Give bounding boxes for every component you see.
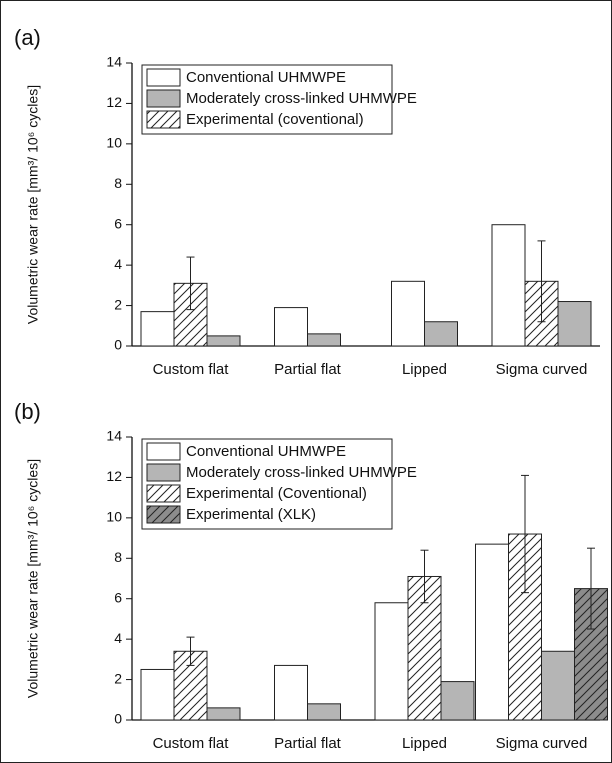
bar xyxy=(557,301,592,347)
legend-box xyxy=(141,438,393,530)
y-tick-label: 8 xyxy=(114,175,122,191)
y-tick-label: 6 xyxy=(114,215,122,231)
legend-swatch xyxy=(146,463,181,482)
bar xyxy=(391,280,425,347)
y-tick-label: 2 xyxy=(114,296,122,312)
bar xyxy=(206,335,241,347)
bar xyxy=(475,543,509,721)
bar xyxy=(424,321,458,347)
y-tick-label: 12 xyxy=(106,94,122,110)
bar xyxy=(206,707,241,721)
bar xyxy=(140,668,175,721)
y-tick-label: 8 xyxy=(114,549,122,565)
x-tick-label: Custom flat xyxy=(153,361,230,378)
bar xyxy=(307,333,341,347)
legend-label: Experimental (Coventional) xyxy=(186,485,367,502)
y-tick-label: 2 xyxy=(114,670,122,686)
bar xyxy=(307,703,341,721)
x-tick-label: Partial flat xyxy=(274,735,342,752)
x-tick-label: Custom flat xyxy=(153,735,230,752)
legend-box xyxy=(141,64,393,135)
x-tick-label: Sigma curved xyxy=(496,361,588,378)
x-tick-label: Lipped xyxy=(402,735,447,752)
y-tick-label: 0 xyxy=(114,337,122,353)
legend-label: Conventional UHMWPE xyxy=(186,69,346,86)
bar xyxy=(140,311,175,347)
x-tick-label: Partial flat xyxy=(274,361,342,378)
error-bar xyxy=(521,474,529,594)
bar xyxy=(374,602,409,721)
bar xyxy=(541,650,575,721)
bar xyxy=(274,664,308,721)
y-axis-label: Volumetric wear rate [mm³/ 10⁶ cycles] xyxy=(25,459,41,698)
error-bar xyxy=(537,240,546,323)
y-tick-label: 14 xyxy=(106,54,122,70)
legend-label: Moderately cross-linked UHMWPE xyxy=(186,90,417,107)
panel-label: (a) xyxy=(14,25,41,50)
y-axis-label: Volumetric wear rate [mm³/ 10⁶ cycles] xyxy=(25,85,41,324)
x-tick-label: Lipped xyxy=(402,361,447,378)
bar xyxy=(173,650,208,721)
y-tick-label: 14 xyxy=(106,428,122,444)
legend-swatch xyxy=(146,89,181,108)
panel-label: (b) xyxy=(14,399,41,424)
legend-label: Experimental (XLK) xyxy=(186,506,316,523)
legend-label: Experimental (coventional) xyxy=(186,111,364,128)
legend-swatch xyxy=(146,442,181,461)
y-tick-label: 0 xyxy=(114,711,122,727)
error-bar xyxy=(186,256,195,311)
y-tick-label: 10 xyxy=(106,135,122,151)
y-tick-label: 12 xyxy=(106,468,122,484)
y-tick-label: 4 xyxy=(114,630,122,646)
y-tick-label: 4 xyxy=(114,256,122,272)
legend-swatch xyxy=(146,110,181,129)
bar xyxy=(440,681,475,721)
bar xyxy=(491,224,526,347)
error-bar xyxy=(587,547,595,630)
error-bar xyxy=(420,549,429,604)
legend-label: Conventional UHMWPE xyxy=(186,443,346,460)
x-tick-label: Sigma curved xyxy=(496,735,588,752)
legend-swatch xyxy=(146,68,181,87)
y-tick-label: 6 xyxy=(114,589,122,605)
legend-label: Moderately cross-linked UHMWPE xyxy=(186,464,417,481)
legend-swatch xyxy=(146,484,181,503)
bar xyxy=(274,307,308,347)
error-bar xyxy=(186,636,195,666)
y-tick-label: 10 xyxy=(106,509,122,525)
legend-swatch xyxy=(146,505,181,524)
